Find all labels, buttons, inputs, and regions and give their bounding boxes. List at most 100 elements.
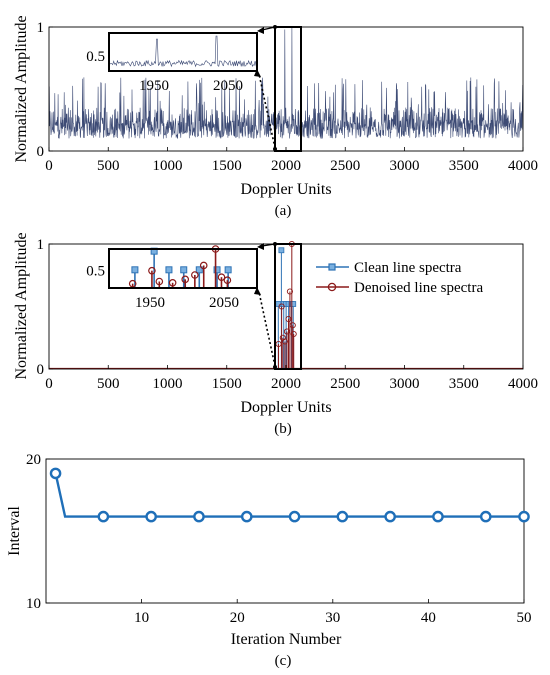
legend-label-clean: Clean line spectra [354, 260, 462, 276]
panel-a: 0 500 1000 1500 2000 2500 3000 3500 4000 01 1950… [13, 15, 538, 219]
panel-a-inset-xtick-label-1: 2050 [213, 78, 243, 94]
panel-b-inset-ticks: 1950 2050 0.5 [86, 264, 239, 311]
panel-c-ylabel: Interval [6, 506, 23, 556]
panel-c-xlabel: Iteration Number [231, 631, 342, 648]
panel-a-series-line [48, 26, 524, 139]
panel-b-ytick-label-1: 1 [37, 237, 45, 253]
panel-b-inset-ytick-label-0: 0.5 [86, 264, 105, 280]
panel-c-point-7 [384, 510, 396, 523]
panel-b-inset: 1950 2050 0.5 [86, 245, 258, 311]
panel-b-ytick-label-0: 0 [37, 362, 45, 378]
panel-a-label: (a) [275, 203, 292, 219]
panel-b-point-1-9 [290, 330, 297, 338]
panel-c-point-4 [240, 510, 253, 523]
panel-b-xtick-label-0: 0 [45, 376, 53, 392]
panel-a-inset-xtick-label-0: 1950 [139, 78, 169, 94]
panel-b-inset-box [108, 248, 258, 289]
panel-c-label: (c) [275, 653, 292, 669]
panel-b-y-ticks: 01 [37, 237, 53, 378]
panel-a-xlabel: Doppler Units [240, 181, 331, 198]
panel-c-point-9 [479, 510, 492, 523]
panel-a-inset-series [108, 35, 258, 68]
panel-b-ylabel: Normalized Amplitude [13, 232, 30, 379]
panel-a-ylabel: Normalized Amplitude [13, 15, 30, 162]
legend-label-denoised: Denoised line spectra [354, 280, 483, 296]
panel-b-point-1-6 [286, 288, 293, 295]
panel-b-point-1-3 [281, 338, 288, 345]
panel-a-inset-ytick-label-0: 0.5 [86, 49, 105, 65]
panel-c-series [49, 467, 530, 523]
panel-b-xtick-label-4: 2000 [271, 376, 301, 392]
panel-a-zoom-arrows [254, 25, 277, 151]
panel-b-xtick-label-6: 3000 [390, 376, 420, 392]
panel-b-inset-point-0-4 [195, 266, 203, 274]
panel-a-xtick-label-3: 1500 [212, 158, 242, 174]
panel-c-xtick-label-0: 10 [134, 610, 149, 626]
panel-a-ytick-label-0: 0 [37, 144, 45, 160]
panel-c-ytick-label-0: 10 [26, 596, 41, 612]
panel-b-xlabel: Doppler Units [240, 399, 331, 416]
panel-b-inset-point-0-0 [131, 266, 139, 274]
panel-b-inset-point-1-5 [191, 271, 199, 279]
panel-b-inset-point-0-2 [165, 266, 173, 274]
panel-c-xtick-label-1: 20 [230, 610, 245, 626]
panel-b-point-1-1 [278, 303, 285, 310]
panel-b-inset-xtick-label-0: 1950 [135, 295, 165, 311]
panel-a-ytick-label-1: 1 [37, 20, 45, 36]
panel-b: 0 500 1000 1500 2000 2500 3000 3500 4000 01 1950… [13, 232, 538, 437]
panel-b-point-1-8 [289, 322, 296, 329]
panel-b-highlight-box [274, 243, 302, 370]
legend-item-clean: Clean line spectra [316, 260, 462, 276]
panel-c-xtick-label-2: 30 [325, 610, 340, 626]
panel-b-inset-point-1-9 [223, 276, 232, 285]
panel-a-xtick-label-6: 3000 [390, 158, 420, 174]
panel-a-y-ticks: 01 [37, 20, 53, 160]
panel-b-inset-point-1-0 [128, 279, 137, 288]
panel-a-xtick-label-8: 4000 [508, 158, 538, 174]
panel-a-inset-line [108, 35, 258, 68]
panel-c-point-1 [97, 510, 110, 523]
panel-b-xtick-label-3: 1500 [212, 376, 242, 392]
panel-a-highlight-box [274, 26, 302, 152]
panel-a-inset-ticks: 1950 2050 0.5 [86, 49, 243, 94]
panel-b-inset-point-1-6 [199, 261, 208, 270]
panel-c-point-6 [336, 510, 349, 523]
panel-c-xtick-label-4: 50 [517, 610, 532, 626]
panel-a-xtick-label-4: 2000 [271, 158, 301, 174]
panel-c-point-8 [432, 510, 444, 523]
panel-c-y-ticks: 10 20 [26, 452, 50, 612]
legend: Clean line spectra Denoised line spectra [308, 254, 514, 302]
panel-b-inset-point-0-6 [224, 266, 232, 274]
panel-b-inset-point-1-2 [155, 277, 164, 286]
panel-a-xtick-label-1: 500 [97, 158, 120, 174]
panel-b-inset-xtick-label-1: 2050 [209, 295, 239, 311]
legend-item-denoised: Denoised line spectra [316, 280, 483, 296]
panel-c: 10 20 30 40 50 10 20 Iteration Number Interva… [6, 452, 532, 669]
panel-a-inset-box [108, 32, 258, 72]
panel-c-point-2 [145, 510, 157, 523]
panel-a-series [48, 26, 524, 139]
panel-b-inset-point-0-5 [213, 266, 221, 274]
panel-c-ytick-label-1: 20 [26, 452, 41, 468]
panel-c-point-3 [193, 510, 205, 523]
panel-c-axes-box [45, 458, 525, 604]
panel-a-inset: 1950 2050 0.5 [86, 32, 258, 94]
panel-b-xtick-label-7: 3500 [449, 376, 479, 392]
panel-a-xtick-label-5: 2500 [330, 158, 360, 174]
panel-b-inset-point-0-3 [180, 266, 188, 274]
panel-b-inset-point-1-4 [181, 275, 190, 284]
panel-a-xtick-label-0: 0 [45, 158, 53, 174]
panel-c-xtick-label-3: 40 [421, 610, 436, 626]
panel-b-inset-point-1-1 [148, 266, 156, 275]
panel-c-series-line [54, 473, 524, 518]
panel-c-x-ticks: 10 20 30 40 50 [134, 599, 532, 626]
panel-a-xtick-label-7: 3500 [449, 158, 479, 174]
panel-a-xtick-label-2: 1000 [153, 158, 183, 174]
panel-b-inset-point-1-8 [217, 273, 226, 281]
panel-b-inset-point-1-3 [168, 278, 177, 287]
panel-c-point-5 [288, 510, 301, 523]
panel-b-xtick-label-5: 2500 [330, 376, 360, 392]
panel-b-point-0-1 [278, 247, 285, 254]
panel-c-point-0 [49, 467, 62, 480]
